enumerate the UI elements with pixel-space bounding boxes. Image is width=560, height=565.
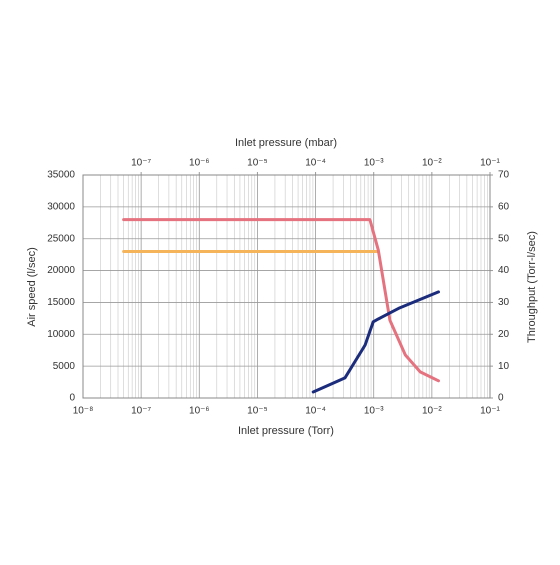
y-tick-label: 0 [69,393,75,404]
y-tick-label: 25000 [47,233,75,244]
x-tick-label: 10⁻⁷ [131,406,151,417]
y2-tick-label: 50 [498,233,510,244]
x2-tick-label: 10⁻¹ [480,158,500,169]
data-line [311,290,440,394]
y2-tick-label: 70 [498,170,510,181]
x-tick-label: 10⁻⁸ [73,406,94,417]
y2-tick-label: 40 [498,265,510,276]
x2-tick-label: 10⁻⁴ [305,158,326,169]
y-tick-label: 15000 [47,297,75,308]
y2-tick-label: 20 [498,329,510,340]
y-tick-label: 30000 [47,201,75,212]
x2-tick-label: 10⁻² [422,158,442,169]
y-axis-label: Air speed (l/sec) [26,247,38,326]
y-tick-label: 35000 [47,170,75,181]
x2-tick-label: 10⁻³ [364,158,384,169]
x-tick-label: 10⁻⁶ [189,406,210,417]
y2-tick-label: 30 [498,297,510,308]
y2-tick-label: 0 [498,393,504,404]
x-tick-label: 10⁻⁴ [305,406,326,417]
x2-axis-label: Inlet pressure (mbar) [235,137,337,149]
y-tick-label: 20000 [47,265,75,276]
y2-axis-label: Throughput (Torr-l/sec) [526,231,538,343]
x2-tick-label: 10⁻⁵ [247,158,268,169]
y2-tick-label: 60 [498,201,510,212]
y-tick-label: 5000 [53,361,76,372]
x-tick-label: 10⁻² [422,406,442,417]
data-line [122,218,440,383]
plot-frame [82,174,491,399]
y-tick-label: 10000 [47,329,75,340]
x-axis-label: Inlet pressure (Torr) [238,425,334,437]
x-tick-label: 10⁻⁵ [247,406,268,417]
x2-tick-label: 10⁻⁷ [131,158,151,169]
x-tick-label: 10⁻¹ [480,406,500,417]
y2-tick-label: 10 [498,361,510,372]
x-tick-label: 10⁻³ [364,406,384,417]
x2-tick-label: 10⁻⁶ [189,158,210,169]
